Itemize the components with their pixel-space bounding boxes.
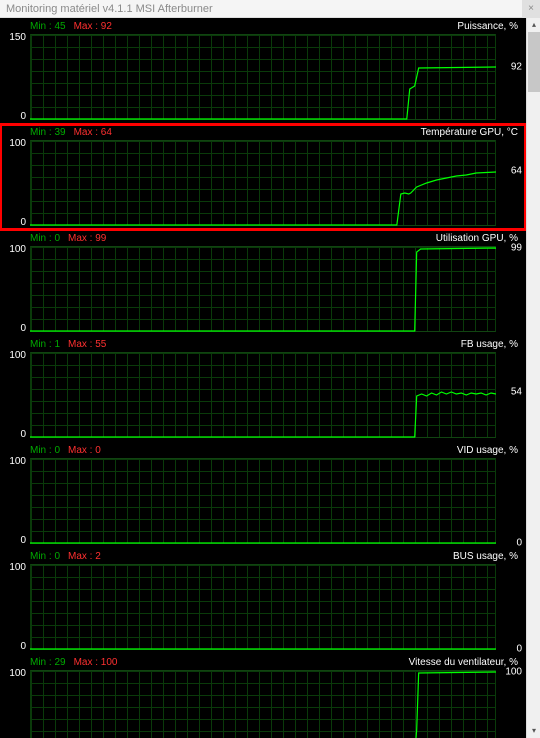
chart-header: Min : 0 Max : 2 BUS usage, % [0, 550, 526, 564]
minmax-labels: Min : 29 Max : 100 [30, 657, 118, 668]
y-axis-bottom: 0 [20, 535, 26, 546]
y-axis: 100 0 [0, 140, 30, 226]
min-label: Min : 29 [30, 657, 66, 668]
max-label: Max : 100 [74, 657, 118, 668]
current-value: 54 [511, 386, 522, 397]
chart-panel[interactable]: Min : 0Max : 2BUS usage, %10000 [0, 548, 526, 654]
min-label: Min : 0 [30, 445, 60, 456]
scroll-up-arrow[interactable]: ▴ [527, 18, 540, 32]
chart-plot[interactable]: 100 [30, 670, 496, 738]
close-button[interactable]: × [522, 0, 540, 18]
chart-plot[interactable]: 54 [30, 352, 496, 438]
min-label: Min : 45 [30, 21, 66, 32]
chart-header: Min : 29 Max : 100 Vitesse du ventilateur,… [0, 656, 526, 670]
chart-plot[interactable]: 0 [30, 458, 496, 544]
chart-title: Utilisation GPU, % [436, 233, 518, 244]
max-label: Max : 92 [74, 21, 112, 32]
chart-title: Puissance, % [457, 21, 518, 32]
chart-body: 100 0 99 [0, 246, 526, 332]
y-axis-bottom: 0 [20, 111, 26, 122]
chart-body: 100 00 [0, 458, 526, 544]
chart-plot[interactable]: 92 [30, 34, 496, 120]
chart-panel[interactable]: Min : 29 Max : 100 Vitesse du ventilateur,… [0, 654, 526, 738]
chart-panel[interactable]: Min : 0 Max : 99 Utilisation GPU, % 100 0 99 [0, 230, 526, 336]
vertical-scrollbar[interactable]: ▴ ▾ [526, 18, 540, 738]
chart-title: FB usage, % [461, 339, 518, 350]
charts-viewport: Min : 45Max : 92Puissance, %150092Min : … [0, 18, 526, 738]
y-axis-top: 150 [9, 32, 26, 43]
chart-title: VID usage, % [457, 445, 518, 456]
chart-line [30, 564, 496, 650]
window-title: Monitoring matériel v4.1.1 MSI Afterburn… [6, 3, 213, 15]
chart-line [30, 352, 496, 438]
chart-body: 100 00 [0, 564, 526, 650]
y-axis: 100 0 [0, 352, 30, 438]
chart-line [30, 140, 496, 226]
chart-body: 100 0 64 [0, 140, 526, 226]
chart-title: Température GPU, °C [421, 127, 518, 138]
chart-header: Min : 0 Max : 99 Utilisation GPU, % [0, 232, 526, 246]
y-axis: 1000 [0, 670, 30, 738]
window-titlebar: Monitoring matériel v4.1.1 MSI Afterburn… [0, 0, 540, 18]
chart-title: Vitesse du ventilateur, % [409, 657, 518, 668]
chart-header: Min : 45 Max : 92 Puissance, % [0, 20, 526, 34]
chart-panel[interactable]: Min : 1 Max : 55 FB usage, % 100 0 54 [0, 336, 526, 442]
y-axis: 100 0 [0, 564, 30, 650]
current-value: 64 [511, 165, 522, 176]
current-value: 0 [516, 538, 522, 549]
chart-body: 100 0 54 [0, 352, 526, 438]
minmax-labels: Min : 1 Max : 55 [30, 339, 106, 350]
y-axis-top: 100 [9, 668, 26, 679]
chart-plot[interactable]: 99 [30, 246, 496, 332]
chart-header: Min : 39 Max : 64 Température GPU, °C [0, 126, 526, 140]
current-value: 0 [516, 644, 522, 655]
chart-title: BUS usage, % [453, 551, 518, 562]
y-axis-bottom: 0 [20, 429, 26, 440]
chart-line [30, 670, 496, 738]
chart-panel[interactable]: Min : 39Max : 64Température GPU, °C10006… [0, 124, 526, 230]
minmax-labels: Min : 45 Max : 92 [30, 21, 112, 32]
max-label: Max : 2 [68, 551, 101, 562]
y-axis-top: 100 [9, 456, 26, 467]
chart-body: 150092 [0, 34, 526, 120]
min-label: Min : 0 [30, 233, 60, 244]
minmax-labels: Min : 0 Max : 2 [30, 551, 101, 562]
max-label: Max : 0 [68, 445, 101, 456]
min-label: Min : 1 [30, 339, 60, 350]
y-axis-bottom: 0 [20, 641, 26, 652]
max-label: Max : 64 [74, 127, 112, 138]
max-label: Max : 55 [68, 339, 106, 350]
scroll-down-arrow[interactable]: ▾ [527, 724, 540, 738]
y-axis: 1500 [0, 34, 30, 120]
chart-line [30, 34, 496, 120]
chart-panel[interactable]: Min : 0Max : 0VID usage, %10000 [0, 442, 526, 548]
scroll-thumb[interactable] [528, 32, 540, 92]
min-label: Min : 0 [30, 551, 60, 562]
chart-panel[interactable]: Min : 45Max : 92Puissance, %150092 [0, 18, 526, 124]
current-value: 99 [511, 242, 522, 253]
chart-plot[interactable]: 0 [30, 564, 496, 650]
y-axis-top: 100 [9, 562, 26, 573]
minmax-labels: Min : 0 Max : 99 [30, 233, 106, 244]
y-axis-top: 100 [9, 350, 26, 361]
chart-header: Min : 0 Max : 0 VID usage, % [0, 444, 526, 458]
chart-body: 1000100 [0, 670, 526, 738]
minmax-labels: Min : 0 Max : 0 [30, 445, 101, 456]
chart-line [30, 458, 496, 544]
max-label: Max : 99 [68, 233, 106, 244]
y-axis-bottom: 0 [20, 217, 26, 228]
current-value: 100 [505, 666, 522, 677]
y-axis-bottom: 0 [20, 323, 26, 334]
y-axis: 100 0 [0, 458, 30, 544]
y-axis-top: 100 [9, 138, 26, 149]
chart-header: Min : 1 Max : 55 FB usage, % [0, 338, 526, 352]
min-label: Min : 39 [30, 127, 66, 138]
current-value: 92 [511, 61, 522, 72]
chart-plot[interactable]: 64 [30, 140, 496, 226]
minmax-labels: Min : 39 Max : 64 [30, 127, 112, 138]
chart-line [30, 246, 496, 332]
y-axis-top: 100 [9, 244, 26, 255]
y-axis: 100 0 [0, 246, 30, 332]
